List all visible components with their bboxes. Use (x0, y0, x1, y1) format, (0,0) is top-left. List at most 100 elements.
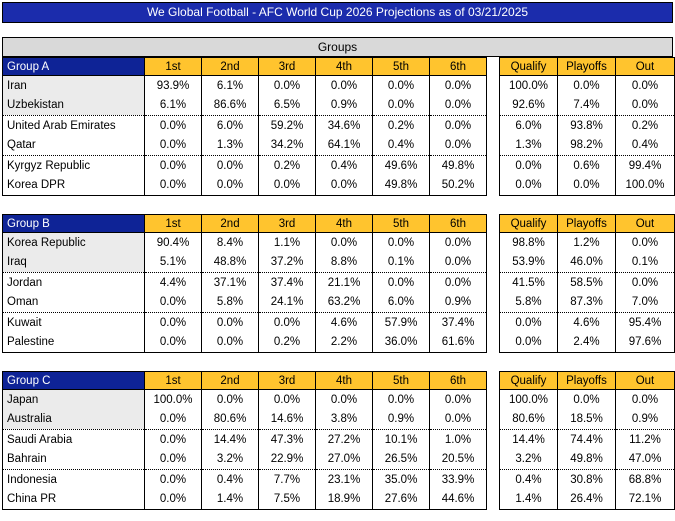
group-section: Group C 1st 2nd 3rd 4th 5th 6th Japan 100.0% 0.0%… (2, 371, 675, 510)
outcome-value-cell: 97.6% (615, 332, 675, 353)
position-value-cell: 0.0% (429, 95, 487, 116)
team-outcome-row: 100.0% 0.0% 0.0% (499, 389, 675, 410)
position-value-cell: 37.4% (429, 312, 487, 333)
position-value-cell: 0.2% (258, 332, 316, 353)
position-value-cell: 0.0% (201, 312, 259, 333)
groups-section-header: Groups (2, 37, 673, 57)
position-value-cell: 0.0% (144, 489, 202, 510)
outcome-header: Playoffs (557, 214, 616, 233)
team-row: Iran 93.9% 6.1% 0.0% 0.0% 0.0% 0.0% (2, 75, 487, 96)
position-value-cell: 23.1% (315, 469, 373, 490)
outcome-header: Out (615, 57, 675, 76)
outcome-header-row: Qualify Playoffs Out (499, 214, 675, 233)
position-value-cell: 59.2% (258, 115, 316, 136)
page-title: We Global Football - AFC World Cup 2026 … (2, 2, 673, 23)
group-header-row: Group A 1st 2nd 3rd 4th 5th 6th (2, 57, 487, 76)
outcome-value-cell: 0.0% (557, 75, 616, 96)
team-row: Oman 0.0% 5.8% 24.1% 63.2% 6.0% 0.9% (2, 292, 487, 313)
position-header: 5th (372, 57, 430, 76)
team-name-cell: Kuwait (2, 312, 145, 333)
outcome-value-cell: 3.2% (499, 449, 558, 470)
position-value-cell: 1.4% (201, 489, 259, 510)
position-value-cell: 7.5% (258, 489, 316, 510)
position-value-cell: 64.1% (315, 135, 373, 156)
outcome-header: Qualify (499, 214, 558, 233)
position-value-cell: 90.4% (144, 232, 202, 253)
position-value-cell: 3.8% (315, 409, 373, 430)
team-row: Qatar 0.0% 1.3% 34.2% 64.1% 0.4% 0.0% (2, 135, 487, 156)
outcome-value-cell: 0.4% (499, 469, 558, 490)
position-value-cell: 0.0% (201, 332, 259, 353)
position-value-cell: 0.2% (372, 115, 430, 136)
position-header: 1st (144, 371, 202, 390)
group-section: Group A 1st 2nd 3rd 4th 5th 6th Iran 93.9% 6.1% 0.… (2, 57, 675, 196)
team-outcome-row: 80.6% 18.5% 0.9% (499, 409, 675, 430)
position-value-cell: 0.0% (258, 75, 316, 96)
outcome-value-cell: 46.0% (557, 252, 616, 273)
position-value-cell: 36.0% (372, 332, 430, 353)
outcome-value-cell: 0.0% (615, 95, 675, 116)
outcome-value-cell: 0.0% (557, 175, 616, 196)
group-name-header: Group C (2, 371, 145, 390)
outcome-value-cell: 0.6% (557, 155, 616, 176)
team-row: Uzbekistan 6.1% 86.6% 6.5% 0.9% 0.0% 0.0% (2, 95, 487, 116)
position-value-cell: 27.0% (315, 449, 373, 470)
outcome-value-cell: 99.4% (615, 155, 675, 176)
team-name-cell: Saudi Arabia (2, 429, 145, 450)
position-value-cell: 0.9% (429, 292, 487, 313)
position-value-cell: 6.0% (201, 115, 259, 136)
position-value-cell: 0.0% (144, 409, 202, 430)
position-value-cell: 80.6% (201, 409, 259, 430)
group-section: Group B 1st 2nd 3rd 4th 5th 6th Korea Republic 9… (2, 214, 675, 353)
team-outcome-row: 53.9% 46.0% 0.1% (499, 252, 675, 273)
position-value-cell: 37.1% (201, 272, 259, 293)
position-value-cell: 0.1% (372, 252, 430, 273)
position-value-cell: 48.8% (201, 252, 259, 273)
position-value-cell: 10.1% (372, 429, 430, 450)
team-outcome-row: 41.5% 58.5% 0.0% (499, 272, 675, 293)
outcome-value-cell: 1.2% (557, 232, 616, 253)
outcome-header-row: Qualify Playoffs Out (499, 371, 675, 390)
position-value-cell: 6.1% (201, 75, 259, 96)
team-name-cell: China PR (2, 489, 145, 510)
outcome-value-cell: 1.3% (499, 135, 558, 156)
outcome-value-cell: 1.4% (499, 489, 558, 510)
team-outcome-row: 100.0% 0.0% 0.0% (499, 75, 675, 96)
team-outcome-row: 5.8% 87.3% 7.0% (499, 292, 675, 313)
outcome-value-cell: 7.0% (615, 292, 675, 313)
outcome-value-cell: 7.4% (557, 95, 616, 116)
position-value-cell: 0.0% (315, 175, 373, 196)
outcome-header: Out (615, 214, 675, 233)
position-header: 1st (144, 57, 202, 76)
position-value-cell: 44.6% (429, 489, 487, 510)
position-value-cell: 0.9% (315, 95, 373, 116)
team-name-cell: Kyrgyz Republic (2, 155, 145, 176)
position-value-cell: 0.0% (372, 75, 430, 96)
position-value-cell: 0.0% (429, 252, 487, 273)
outcome-value-cell: 5.8% (499, 292, 558, 313)
position-value-cell: 21.1% (315, 272, 373, 293)
team-outcome-row: 0.0% 0.0% 100.0% (499, 175, 675, 196)
outcome-header: Qualify (499, 371, 558, 390)
position-header: 3rd (258, 214, 316, 233)
position-value-cell: 33.9% (429, 469, 487, 490)
position-value-cell: 0.0% (372, 232, 430, 253)
outcome-value-cell: 0.0% (499, 332, 558, 353)
outcome-value-cell: 92.6% (499, 95, 558, 116)
position-header: 1st (144, 214, 202, 233)
position-header: 3rd (258, 371, 316, 390)
position-value-cell: 86.6% (201, 95, 259, 116)
outcome-value-cell: 74.4% (557, 429, 616, 450)
position-value-cell: 0.0% (315, 232, 373, 253)
position-value-cell: 0.0% (372, 95, 430, 116)
position-value-cell: 0.0% (144, 469, 202, 490)
position-value-cell: 0.0% (372, 389, 430, 410)
team-name-cell: Japan (2, 389, 145, 410)
position-value-cell: 0.0% (258, 175, 316, 196)
position-value-cell: 0.0% (429, 389, 487, 410)
position-value-cell: 5.1% (144, 252, 202, 273)
group-name-header: Group B (2, 214, 145, 233)
team-row: Korea Republic 90.4% 8.4% 1.1% 0.0% 0.0% 0.0% (2, 232, 487, 253)
position-value-cell: 22.9% (258, 449, 316, 470)
